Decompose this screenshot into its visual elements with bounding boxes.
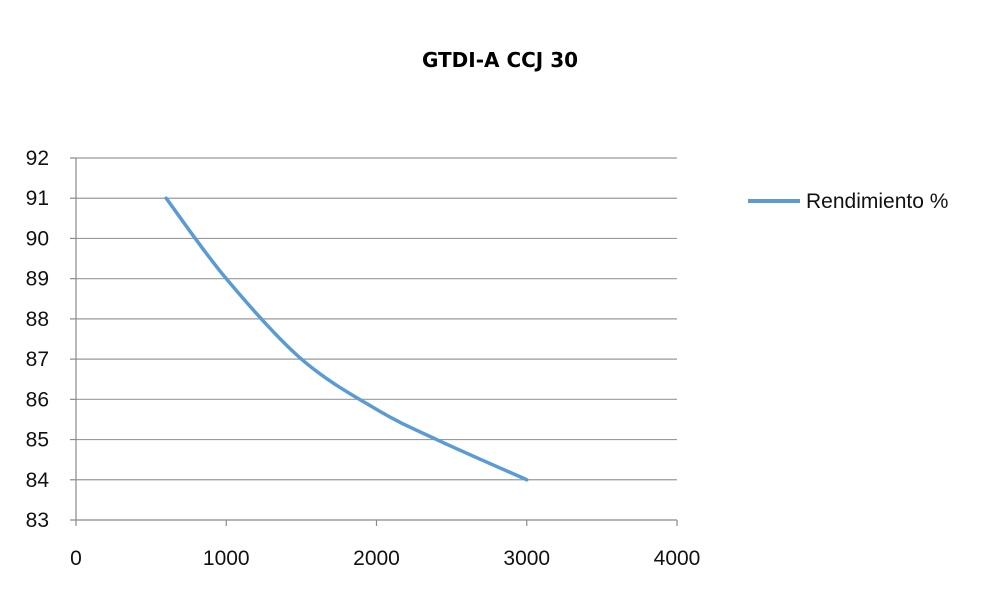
y-tick-label: 89	[26, 268, 49, 291]
chart-title: GTDI-A CCJ 30	[422, 48, 578, 72]
series-layer	[164, 196, 529, 482]
y-tick-label: 83	[26, 509, 49, 532]
legend-label: Rendimiento %	[806, 190, 948, 213]
x-tick-label: 1000	[203, 547, 250, 570]
y-tick-label: 88	[26, 308, 49, 331]
x-tick-label: 4000	[654, 547, 701, 570]
y-tick-label: 90	[26, 227, 49, 250]
x-tick-label: 2000	[353, 547, 400, 570]
x-tick-label: 0	[70, 547, 82, 570]
y-tick-label: 84	[26, 469, 50, 492]
tick-labels: 83 84 85 86 87 88 89 90 91 92 0 1000 2000 3000 4000	[26, 147, 701, 570]
y-tick-label: 87	[26, 348, 49, 371]
gridlines	[76, 157, 677, 481]
y-tick-label: 86	[26, 388, 49, 411]
series-line-rendimiento	[164, 196, 529, 482]
y-tick-label: 92	[26, 147, 49, 170]
legend: Rendimiento %	[748, 190, 948, 213]
axes	[70, 157, 678, 526]
y-tick-label: 91	[26, 187, 49, 210]
x-tick-label: 3000	[503, 547, 550, 570]
y-tick-label: 85	[26, 429, 49, 452]
